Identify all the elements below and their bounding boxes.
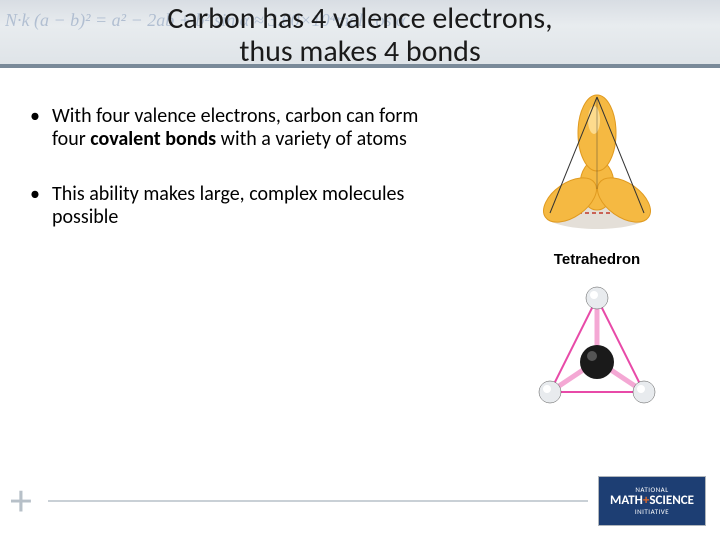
bullet-item: With four valence electrons, carbon can … bbox=[30, 105, 450, 151]
figure-panel: Tetrahedron bbox=[492, 85, 702, 422]
bullet-text-post: with a variety of atoms bbox=[216, 127, 407, 151]
title-line-1: Carbon has 4 valence electrons, bbox=[167, 0, 552, 37]
logo-line-2: MATH+SCIENCE bbox=[610, 494, 694, 508]
slide-title: Carbon has 4 valence electrons, thus mak… bbox=[0, 2, 720, 68]
tetrahedron-model bbox=[522, 282, 672, 417]
bullet-text-pre: This ability makes large, complex molecu… bbox=[52, 182, 404, 229]
footer-divider bbox=[48, 500, 588, 502]
logo-science: SCIENCE bbox=[649, 493, 694, 508]
footer-plus-icon: + bbox=[10, 478, 32, 522]
title-line-2: thus makes 4 bonds bbox=[239, 33, 480, 70]
logo-line-3: INITIATIVE bbox=[635, 508, 669, 516]
nms-logo: NATIONAL MATH+SCIENCE INITIATIVE bbox=[598, 476, 706, 526]
orbital-diagram bbox=[522, 85, 672, 240]
figure-label: Tetrahedron bbox=[492, 251, 702, 268]
bullet-text-bold: covalent bonds bbox=[90, 127, 216, 151]
logo-math: MATH bbox=[610, 493, 643, 508]
bullet-list: With four valence electrons, carbon can … bbox=[30, 105, 450, 261]
bullet-item: This ability makes large, complex molecu… bbox=[30, 183, 450, 229]
